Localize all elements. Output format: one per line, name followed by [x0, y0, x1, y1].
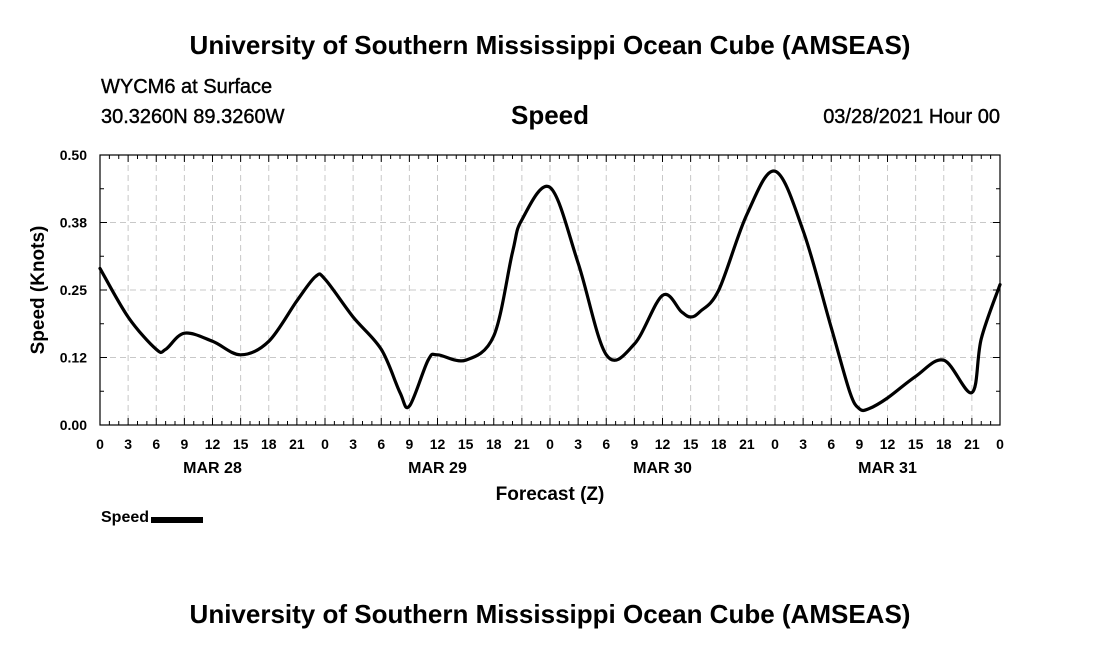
day-label: MAR 30 — [633, 460, 692, 477]
x-tick-label: 15 — [908, 436, 924, 452]
axis-labels: 0 3 6 9 12 15 18 21 0 3 6 9 12 15 18 21 0 3 6 9 12 15 18 21 0 3 6 9… — [28, 147, 1004, 505]
x-tick-label: 0 — [96, 436, 104, 452]
x-tick-label: 6 — [602, 436, 610, 452]
footer-title: University of Southern Mississippi Ocean… — [189, 599, 911, 629]
y-axis-title: Speed (Knots) — [28, 226, 49, 355]
day-label: MAR 28 — [183, 460, 242, 477]
x-tick-label: 0 — [771, 436, 779, 452]
x-tick-label: 9 — [180, 436, 188, 452]
x-tick-label: 9 — [855, 436, 863, 452]
x-tick-label: 21 — [964, 436, 980, 452]
x-tick-label: 18 — [711, 436, 727, 452]
x-axis-title: Forecast (Z) — [496, 484, 605, 505]
day-label: MAR 29 — [408, 460, 467, 477]
legend-label: Speed — [101, 509, 150, 526]
datetime-label: 03/28/2021 Hour 00 — [823, 106, 1000, 128]
x-tick-label: 21 — [739, 436, 755, 452]
x-tick-label: 9 — [405, 436, 413, 452]
legend-swatch — [151, 517, 204, 523]
series-line-speed — [98, 169, 1002, 413]
x-tick-label: 6 — [827, 436, 835, 452]
x-tick-label: 9 — [630, 436, 638, 452]
x-tick-label: 21 — [514, 436, 530, 452]
x-tick-label: 0 — [546, 436, 554, 452]
x-tick-label: 18 — [261, 436, 277, 452]
y-tick-label: 0.38 — [60, 215, 87, 231]
y-tick-label: 0.25 — [60, 282, 87, 298]
x-tick-label: 15 — [683, 436, 699, 452]
y-tick-label: 0.12 — [60, 350, 87, 366]
x-tick-label: 12 — [880, 436, 896, 452]
x-tick-label: 3 — [124, 436, 132, 452]
coordinates-label: 30.3260N 89.3260W — [101, 106, 285, 128]
x-tick-label: 0 — [996, 436, 1004, 452]
x-tick-label: 3 — [799, 436, 807, 452]
axes — [99, 154, 1001, 426]
legend: Speed — [101, 509, 204, 527]
x-tick-label: 18 — [936, 436, 952, 452]
station-label: WYCM6 at Surface — [101, 76, 273, 98]
x-tick-label: 3 — [349, 436, 357, 452]
y-tick-label: 0.50 — [60, 147, 87, 163]
x-tick-label: 12 — [205, 436, 221, 452]
x-tick-label: 12 — [655, 436, 671, 452]
x-tick-label: 0 — [321, 436, 329, 452]
x-tick-label: 21 — [289, 436, 305, 452]
x-tick-label: 15 — [458, 436, 474, 452]
chart-title: Speed — [510, 100, 590, 130]
x-tick-label: 3 — [574, 436, 582, 452]
series-layer — [98, 169, 1002, 413]
x-tick-label: 6 — [152, 436, 160, 452]
day-label: MAR 31 — [858, 460, 917, 477]
x-tick-label: 12 — [430, 436, 446, 452]
page-title: University of Southern Mississippi Ocean… — [189, 30, 911, 60]
grid-lines — [100, 155, 1000, 425]
x-tick-label: 6 — [377, 436, 385, 452]
x-tick-label: 18 — [486, 436, 502, 452]
y-tick-label: 0.00 — [60, 417, 87, 433]
x-tick-label: 15 — [233, 436, 249, 452]
